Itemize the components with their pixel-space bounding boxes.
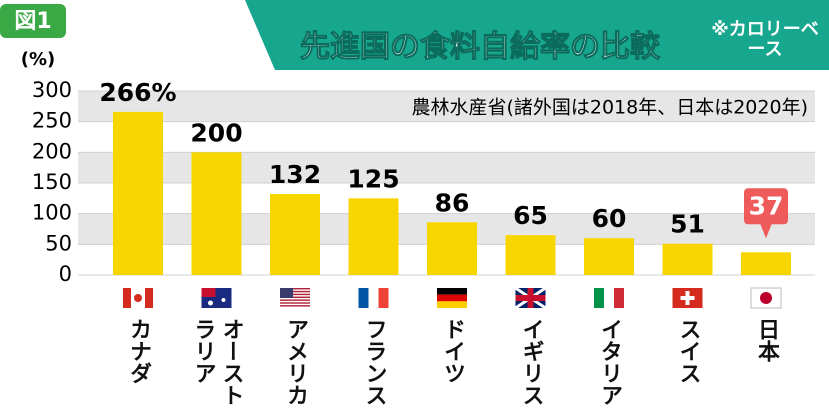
bar xyxy=(191,152,242,275)
y-tick-label: 250 xyxy=(32,109,72,133)
grid-band xyxy=(78,91,815,122)
value-label: 86 xyxy=(435,188,470,217)
x-tick-label: カナダ xyxy=(126,318,151,384)
x-tick-label: オーストラリア xyxy=(190,318,244,406)
bar xyxy=(348,198,399,275)
bar xyxy=(113,111,163,275)
bar xyxy=(741,252,791,275)
flag xyxy=(527,288,534,308)
x-tick-label: アメリカ xyxy=(283,318,308,406)
flag xyxy=(437,288,467,295)
flag xyxy=(378,288,389,308)
value-label: 132 xyxy=(269,160,321,189)
callout-pointer xyxy=(760,223,772,239)
y-tick-label: 150 xyxy=(32,170,72,194)
flag-icon xyxy=(514,286,547,310)
value-label: 266% xyxy=(99,78,176,107)
value-label: 51 xyxy=(670,210,705,239)
x-tick-label: イタリア xyxy=(597,318,622,406)
flag xyxy=(134,294,142,302)
flag xyxy=(280,302,310,304)
flag-icon xyxy=(280,288,310,307)
bar xyxy=(427,222,477,275)
bar xyxy=(584,238,634,275)
flag xyxy=(280,296,310,298)
flag xyxy=(221,298,226,302)
flag-icon xyxy=(201,288,232,308)
x-tick-label: スイス xyxy=(675,318,701,384)
flag xyxy=(280,288,293,298)
flag xyxy=(368,288,379,308)
figure-badge xyxy=(0,4,66,38)
value-label: 65 xyxy=(513,201,548,230)
y-tick-label: 50 xyxy=(45,231,72,255)
y-tick-label: 300 xyxy=(32,78,72,102)
flag xyxy=(594,288,604,308)
flag xyxy=(145,288,153,308)
y-tick-label: 0 xyxy=(59,262,72,286)
y-tick-label: 100 xyxy=(32,201,72,225)
bar xyxy=(662,243,713,275)
flag xyxy=(760,292,772,304)
title-banner xyxy=(245,0,829,70)
x-tick-label: イギリス xyxy=(518,318,544,406)
callout xyxy=(744,188,788,225)
figure-label: 図1 xyxy=(14,9,51,34)
flag-icon xyxy=(750,287,782,309)
note-box: ※カロリーベース xyxy=(711,20,819,60)
flag xyxy=(614,288,624,308)
value-label: 125 xyxy=(347,164,399,193)
value-label: 200 xyxy=(190,118,242,147)
flag-icon xyxy=(358,288,389,308)
flag xyxy=(201,288,216,297)
flag xyxy=(123,288,131,308)
flag xyxy=(437,294,467,302)
flag xyxy=(437,301,467,308)
flag xyxy=(604,288,614,308)
bar xyxy=(270,194,320,275)
y-axis-label: (%) xyxy=(21,49,56,70)
flag xyxy=(280,299,310,301)
value-label: 60 xyxy=(592,204,627,233)
value-label: 37 xyxy=(749,191,784,220)
flag xyxy=(358,288,369,308)
x-tick-label: ドイツ xyxy=(440,318,465,384)
flag xyxy=(208,300,213,306)
chart-title: 先進国の食料自給率の比較 xyxy=(300,30,661,65)
subtitle: 農林水産省(諸外国は2018年、日本は2020年) xyxy=(411,97,808,119)
flag xyxy=(680,296,695,300)
grid-band xyxy=(78,152,815,183)
flag xyxy=(280,293,310,296)
flag xyxy=(280,305,310,307)
y-tick-label: 200 xyxy=(32,139,72,163)
flag xyxy=(280,288,310,290)
x-tick-label: フランス xyxy=(361,318,387,406)
x-tick-label: 日本 xyxy=(754,318,779,362)
flag-icon xyxy=(594,288,624,308)
flag-icon xyxy=(672,288,703,308)
note: ※カロリーベース xyxy=(711,20,819,60)
flag-icon xyxy=(123,288,153,308)
bar xyxy=(505,235,556,275)
flag-icon xyxy=(437,288,467,308)
flag xyxy=(280,290,310,293)
